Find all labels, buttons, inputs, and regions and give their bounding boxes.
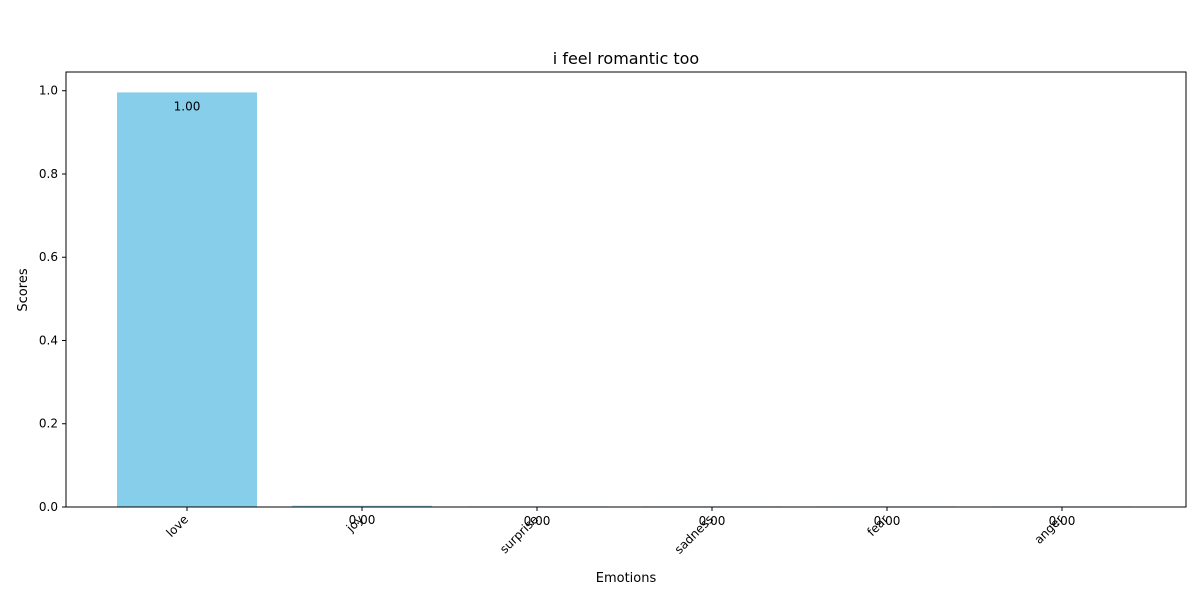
bar-value-label-fear: 0.00 <box>874 514 901 528</box>
y-tick-label: 0.8 <box>39 167 58 181</box>
x-tick-label-surprise: surprise <box>497 512 541 556</box>
chart-title: i feel romantic too <box>553 49 699 68</box>
y-axis-label: Scores <box>16 268 31 311</box>
bar-value-label-sadness: 0.00 <box>699 514 726 528</box>
bar-value-label-love: 1.00 <box>174 99 201 113</box>
bar-love <box>117 92 257 508</box>
x-tick-label-love: love <box>163 512 191 540</box>
y-tick-label: 0.2 <box>39 417 58 431</box>
y-tick-label: 0.0 <box>39 500 58 514</box>
y-tick-label: 0.4 <box>39 333 58 347</box>
y-tick-label: 1.0 <box>39 84 58 98</box>
bar-value-label-anger: 0.00 <box>1049 514 1076 528</box>
x-tick-label-sadness: sadness <box>672 512 716 556</box>
bar-value-label-joy: 0.00 <box>349 513 376 527</box>
x-axis-label: Emotions <box>596 571 657 586</box>
bar-joy <box>292 505 432 507</box>
plot-frame <box>65 71 1187 508</box>
bar-value-label-surprise: 0.00 <box>524 514 551 528</box>
y-tick-label: 0.6 <box>39 250 58 264</box>
